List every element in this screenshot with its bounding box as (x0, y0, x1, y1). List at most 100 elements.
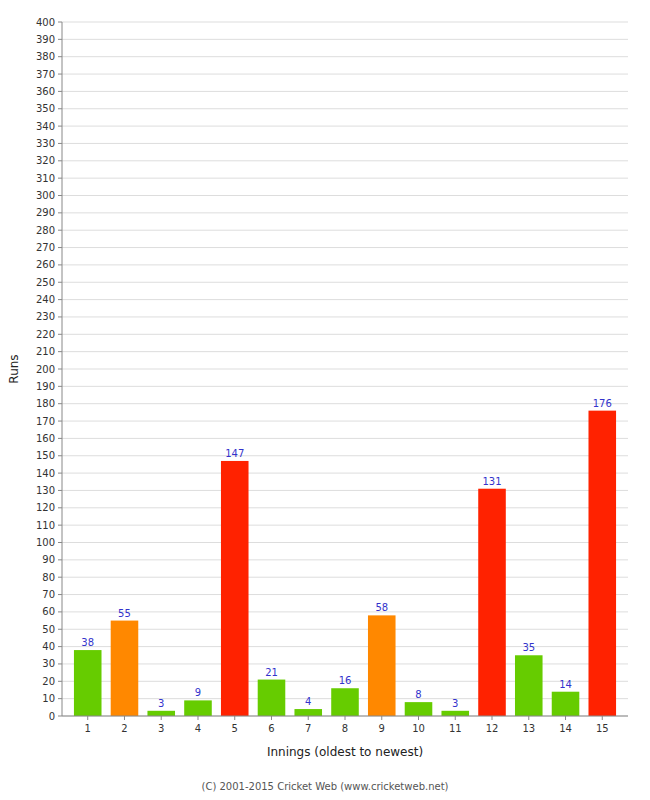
x-tick-label: 8 (342, 723, 348, 734)
y-tick (58, 369, 62, 370)
y-tick-label: 320 (36, 155, 55, 166)
y-tick (58, 716, 62, 717)
y-axis-title: Runs (7, 354, 21, 383)
grid-line (62, 299, 628, 300)
y-tick-label: 280 (36, 225, 55, 236)
y-tick (58, 351, 62, 352)
grid-line (62, 455, 628, 456)
data-label: 58 (375, 602, 388, 613)
bar (588, 411, 616, 716)
y-tick-label: 210 (36, 346, 55, 357)
x-tick-label: 11 (449, 723, 462, 734)
y-tick (58, 91, 62, 92)
grid-line (62, 230, 628, 231)
y-tick-label: 230 (36, 311, 55, 322)
x-tick-label: 2 (121, 723, 127, 734)
grid-line (62, 334, 628, 335)
y-tick-label: 130 (36, 485, 55, 496)
grid-line (62, 160, 628, 161)
x-tick-label: 15 (596, 723, 609, 734)
y-tick (58, 455, 62, 456)
x-tick (455, 716, 456, 720)
x-tick (234, 716, 235, 720)
grid-line (62, 143, 628, 144)
x-tick-label: 4 (195, 723, 201, 734)
bar (478, 489, 506, 716)
y-tick-label: 360 (36, 86, 55, 97)
grid-line (62, 74, 628, 75)
x-tick (345, 716, 346, 720)
y-tick (58, 663, 62, 664)
y-tick (58, 507, 62, 508)
grid-line (62, 178, 628, 179)
y-tick (58, 681, 62, 682)
y-tick (58, 334, 62, 335)
y-tick-label: 400 (36, 17, 55, 28)
y-tick (58, 438, 62, 439)
data-label: 35 (522, 642, 535, 653)
bars (74, 411, 616, 716)
data-label: 21 (265, 667, 278, 678)
grid-line (62, 282, 628, 283)
bar (405, 702, 433, 716)
x-tick-label: 6 (268, 723, 274, 734)
y-tick (58, 39, 62, 40)
grid-line (62, 646, 628, 647)
y-tick (58, 74, 62, 75)
data-label: 176 (593, 398, 612, 409)
grid-line (62, 473, 628, 474)
y-tick-label: 100 (36, 537, 55, 548)
x-tick (271, 716, 272, 720)
y-tick-label: 80 (42, 572, 55, 583)
data-label: 9 (195, 687, 201, 698)
y-tick-label: 310 (36, 173, 55, 184)
chart: 0102030405060708090100110120130140150160… (0, 0, 650, 800)
y-tick (58, 386, 62, 387)
x-tick-label: 7 (305, 723, 311, 734)
grid-line (62, 577, 628, 578)
grid-line (62, 22, 628, 23)
x-tick-label: 9 (379, 723, 385, 734)
bar (368, 615, 396, 716)
grid-line (62, 507, 628, 508)
y-tick-label: 300 (36, 190, 55, 201)
bar (147, 711, 175, 716)
x-tick-label: 14 (559, 723, 572, 734)
y-tick (58, 421, 62, 422)
x-tick-label: 1 (85, 723, 91, 734)
data-label: 55 (118, 608, 131, 619)
y-tick-label: 170 (36, 416, 55, 427)
grid-line (62, 542, 628, 543)
y-tick (58, 594, 62, 595)
y-tick-label: 70 (42, 589, 55, 600)
y-tick (58, 160, 62, 161)
grid-line (62, 611, 628, 612)
data-label: 4 (305, 696, 311, 707)
bar (552, 692, 580, 716)
grid-line (62, 629, 628, 630)
x-tick (124, 716, 125, 720)
x-tick (528, 716, 529, 720)
grid-line (62, 490, 628, 491)
y-tick-label: 60 (42, 606, 55, 617)
y-tick-label: 270 (36, 242, 55, 253)
y-tick-label: 40 (42, 641, 55, 652)
x-tick (381, 716, 382, 720)
y-tick (58, 56, 62, 57)
y-tick-label: 10 (42, 693, 55, 704)
grid-line (62, 438, 628, 439)
y-tick-label: 370 (36, 69, 55, 80)
y-tick-label: 200 (36, 364, 55, 375)
bar (221, 461, 249, 716)
x-tick (418, 716, 419, 720)
y-tick-label: 180 (36, 398, 55, 409)
y-tick-label: 140 (36, 468, 55, 479)
y-tick (58, 490, 62, 491)
x-tick (197, 716, 198, 720)
y-tick-label: 380 (36, 51, 55, 62)
grid-line (62, 39, 628, 40)
y-tick (58, 195, 62, 196)
y-tick-label: 260 (36, 259, 55, 270)
y-tick (58, 646, 62, 647)
y-tick-label: 250 (36, 277, 55, 288)
